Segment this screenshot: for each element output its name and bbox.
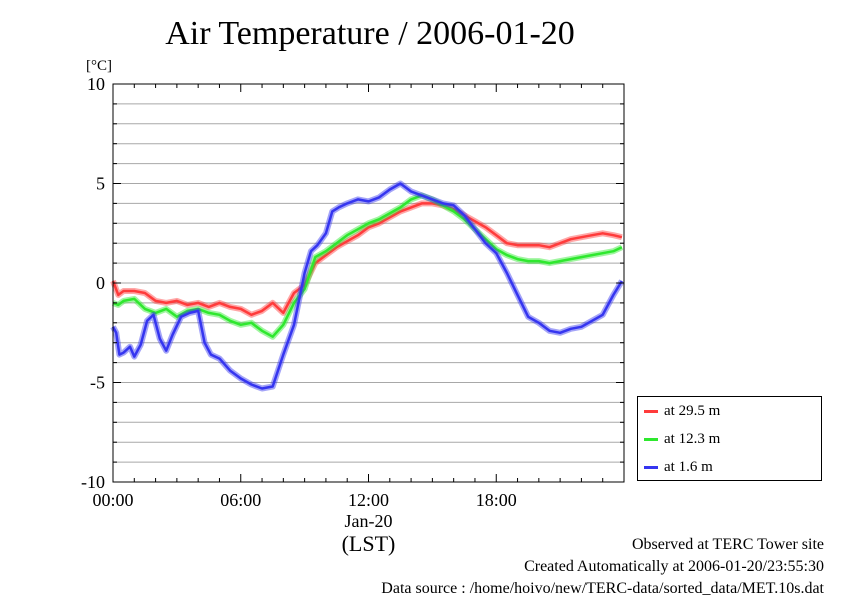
- footer-site: Observed at TERC Tower site: [631, 536, 824, 553]
- axis-ticks: [112, 83, 625, 483]
- x-axis-label: (LST): [342, 531, 396, 556]
- series-line-0: [111, 202, 623, 317]
- legend-swatch-blue: [644, 465, 658, 469]
- x-tick-label: 12:00: [348, 490, 389, 510]
- legend-item-29-5m: at 29.5 m: [644, 401, 720, 421]
- y-tick-label: -5: [90, 373, 105, 393]
- legend-item-12-3m: at 12.3 m: [644, 429, 720, 449]
- x-tick-label: 18:00: [476, 490, 517, 510]
- legend-item-1-6m: at 1.6 m: [644, 457, 713, 477]
- series-line-2: [111, 182, 623, 390]
- footer-created: Created Automatically at 2006-01-20/23:5…: [524, 558, 824, 575]
- legend-label-1-6m: at 1.6 m: [664, 458, 713, 475]
- x-tick-label: 06:00: [220, 490, 261, 510]
- footer-source: Data source : /home/hoivo/new/TERC-data/…: [381, 580, 824, 597]
- legend-label-12-3m: at 12.3 m: [664, 430, 721, 447]
- y-tick-label: 5: [96, 174, 105, 194]
- chart-title: Air Temperature / 2006-01-20: [165, 15, 575, 52]
- series-lines: [110, 180, 625, 392]
- legend-swatch-green: [644, 437, 658, 441]
- y-axis-label: [°C]: [86, 58, 112, 74]
- y-tick-label: -10: [81, 472, 105, 492]
- y-tick-label: 0: [96, 273, 105, 293]
- legend: at 29.5 m at 12.3 m at 1.6 m: [637, 396, 822, 481]
- series-halo-2: [110, 180, 625, 392]
- y-tick-label: 10: [87, 74, 105, 94]
- legend-label-29-5m: at 29.5 m: [664, 402, 721, 419]
- grid-lines: [113, 103, 624, 463]
- x-date-label: Jan-20: [345, 511, 393, 531]
- series-line-1: [112, 194, 623, 338]
- x-tick-label: 00:00: [92, 490, 133, 510]
- series-halo-0: [110, 200, 623, 318]
- legend-swatch-red: [644, 409, 658, 413]
